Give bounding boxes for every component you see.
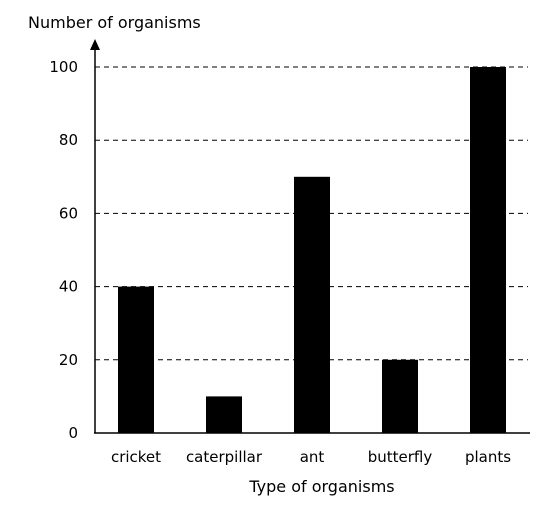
- x-tick-label-cricket: cricket: [111, 448, 161, 466]
- y-tick-label: 100: [49, 58, 78, 76]
- bar-caterpillar: [206, 396, 242, 433]
- y-tick-labels: 0 20 40 60 80 100: [49, 58, 78, 442]
- bar-plants: [470, 67, 506, 433]
- y-tick-label: 0: [68, 424, 78, 442]
- y-axis-arrow-icon: [90, 39, 100, 50]
- x-axis-title: Type of organisms: [248, 477, 394, 496]
- y-tick-label: 80: [59, 131, 78, 149]
- axes: [90, 39, 530, 434]
- y-tick-label: 60: [59, 204, 78, 222]
- bar-ant: [294, 176, 330, 434]
- bar-butterfly: [382, 359, 418, 433]
- bars: [118, 67, 506, 434]
- x-tick-label-caterpillar: caterpillar: [186, 448, 263, 466]
- y-axis-title: Number of organisms: [28, 13, 201, 32]
- x-tick-label-butterfly: butterfly: [368, 448, 433, 466]
- x-tick-label-ant: ant: [300, 448, 325, 466]
- y-tick-label: 20: [59, 351, 78, 369]
- bar-cricket: [118, 286, 154, 433]
- x-tick-label-plants: plants: [465, 448, 511, 466]
- x-tick-labels: cricket caterpillar ant butterfly plants: [111, 448, 511, 466]
- y-tick-label: 40: [59, 278, 78, 296]
